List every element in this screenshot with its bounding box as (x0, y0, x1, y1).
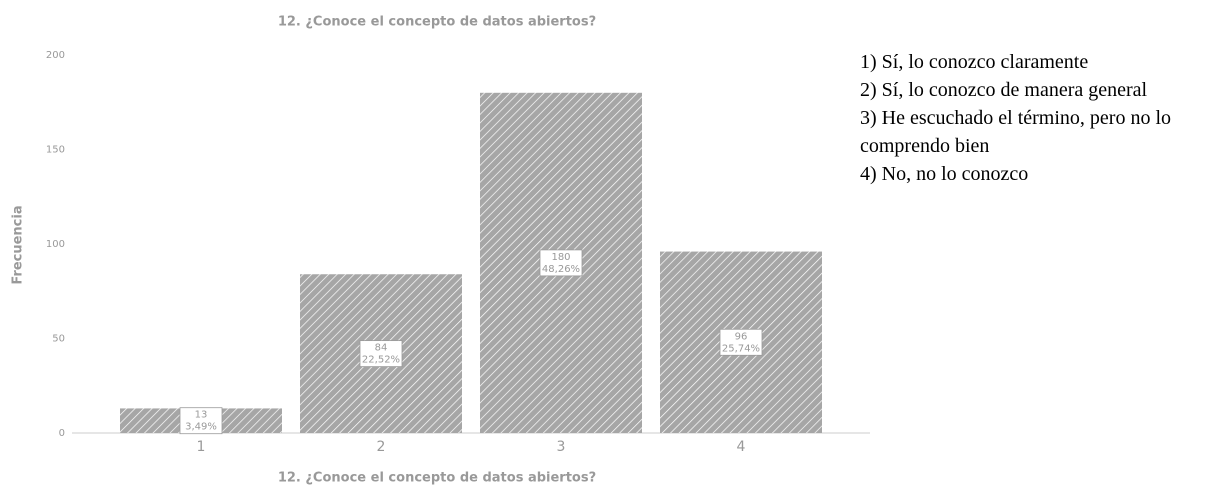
x-axis-label: 12. ¿Conoce el concepto de datos abierto… (278, 471, 596, 486)
y-tick-label: 50 (52, 334, 65, 345)
y-axis-label: Frecuencia (11, 205, 26, 284)
chart: 12. ¿Conoce el concepto de datos abierto… (11, 15, 870, 486)
value-label: 84 (375, 343, 388, 354)
y-tick-label: 150 (46, 145, 65, 156)
chart-title: 12. ¿Conoce el concepto de datos abierto… (278, 15, 596, 30)
note: 2) Sí, lo conozco de manera general (860, 79, 1148, 101)
value-label-box (719, 328, 763, 356)
y-tick-label: 0 (59, 428, 65, 439)
percentage-label: 22,52% (362, 355, 400, 366)
y-tick-label: 200 (46, 50, 65, 61)
x-tick-label: 4 (737, 439, 746, 455)
value-label: 13 (195, 410, 208, 421)
x-tick-label: 3 (557, 439, 566, 455)
x-tick-label: 1 (197, 439, 206, 455)
legend-notes: 1) Sí, lo conozco claramente 2) Sí, lo co… (860, 48, 1225, 188)
percentage-label: 25,74% (722, 343, 760, 354)
value-label-box (359, 340, 403, 368)
value-label-box (179, 407, 223, 435)
note: 3) He escuchado el término, pero no lo c… (860, 107, 1172, 157)
value-label: 96 (735, 331, 748, 342)
x-tick-label: 2 (377, 439, 386, 455)
percentage-label: 3,49% (185, 422, 217, 433)
note: 1) Sí, lo conozco claramente (860, 51, 1089, 73)
percentage-label: 48,26% (542, 264, 580, 275)
note: 4) No, no lo conozco (860, 163, 1029, 185)
y-tick-label: 100 (46, 239, 65, 250)
value-label-box (539, 249, 583, 277)
value-label: 180 (551, 252, 570, 263)
